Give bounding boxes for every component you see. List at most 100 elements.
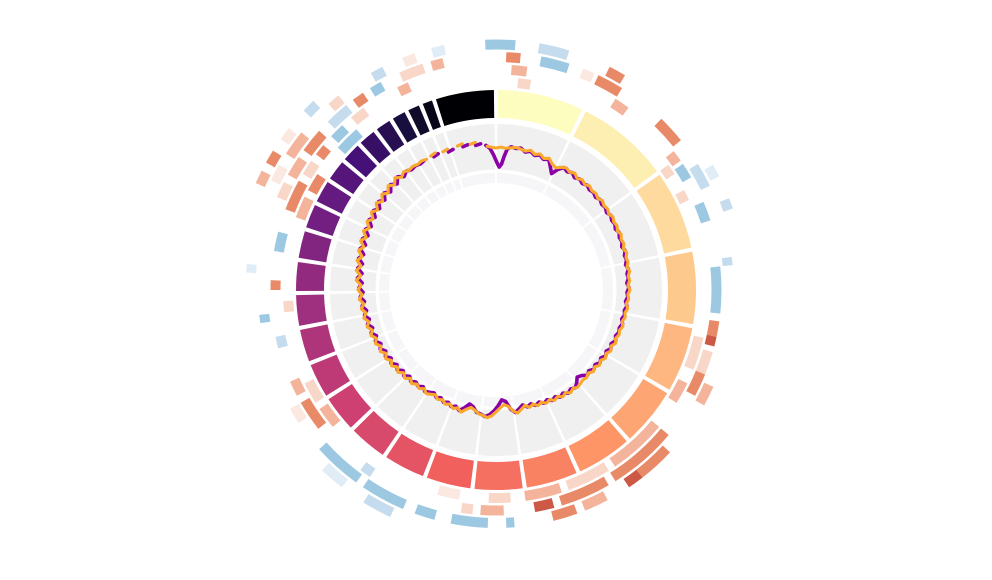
heatmap-tile — [505, 517, 515, 528]
track-background-arc — [549, 141, 630, 219]
chromosome-segment — [645, 322, 693, 390]
heatmap-tile — [270, 280, 281, 290]
heatmap-tile — [397, 82, 412, 97]
heatmap-tile — [437, 485, 461, 500]
heatmap-tile — [539, 56, 570, 74]
track-background-arc — [477, 409, 519, 456]
heatmap-tile — [327, 105, 353, 129]
heatmap-tile — [352, 92, 369, 108]
heatmap-tile — [246, 263, 257, 274]
chromosome-segment — [426, 451, 474, 489]
chromosome-segment — [611, 378, 668, 439]
heatmap-tile — [304, 378, 324, 403]
heatmap-tile — [686, 370, 706, 396]
heatmap-tile — [319, 442, 362, 483]
line-series-path — [354, 144, 632, 420]
heatmap-tile — [363, 493, 395, 518]
heatmap-tile — [610, 98, 629, 116]
track-background-arc — [410, 142, 442, 187]
chromosome-segment — [353, 410, 399, 455]
track-background-arc — [396, 149, 432, 194]
heatmap-tile — [303, 130, 327, 156]
track-background-arc — [583, 222, 611, 268]
track-background-arc — [567, 345, 597, 378]
heatmap-tile — [289, 404, 307, 424]
track-background-arc — [588, 310, 611, 349]
track-background-arc — [452, 179, 462, 191]
heatmap-tile — [287, 156, 307, 180]
heatmap-tile — [660, 164, 675, 180]
heatmap-tile — [315, 145, 331, 161]
heatmap-tile — [694, 201, 711, 224]
line-series-path — [473, 142, 483, 148]
heatmap-tile — [370, 66, 387, 82]
heatmap-tile — [303, 100, 321, 118]
heatmap-tile — [431, 44, 446, 58]
heatmap-tile — [559, 476, 609, 506]
track-background-arc — [600, 312, 660, 374]
track-background-arc — [387, 329, 406, 353]
heatmap-tile — [270, 164, 288, 185]
outer-tile-tracks — [246, 39, 733, 528]
heatmap-tile — [414, 504, 437, 520]
track-background-arc — [416, 197, 431, 212]
heatmap-tile — [719, 198, 733, 212]
chromosome-segment — [522, 447, 577, 488]
heatmap-tile — [295, 196, 314, 221]
heatmap-tile — [609, 420, 660, 467]
track-background-arc — [431, 379, 458, 399]
heatmap-tile — [594, 75, 623, 97]
track-background-arc — [412, 365, 436, 387]
track-background-arc — [384, 240, 400, 257]
line-series-path — [441, 147, 450, 154]
track-background-arc — [438, 402, 481, 455]
heatmap-tile — [328, 95, 345, 112]
line-series-path — [429, 151, 437, 158]
track-background-arc — [445, 124, 495, 176]
chromosome-segment — [392, 112, 418, 143]
track-background-arc — [329, 266, 377, 292]
heatmap-tile — [675, 190, 690, 205]
track-background-arc — [404, 390, 453, 445]
line-series-path — [461, 142, 470, 149]
chromosome-segment — [568, 420, 627, 472]
heatmap-tile — [369, 81, 386, 97]
heatmap-tile — [674, 163, 692, 183]
heatmap-tile — [706, 319, 720, 337]
heatmap-tile — [665, 151, 681, 167]
track-background-arc — [383, 158, 423, 202]
line-series-path — [432, 151, 440, 159]
heatmap-tile — [402, 53, 418, 68]
heatmap-tile — [460, 502, 474, 515]
chromosome-segment — [376, 120, 405, 152]
track-background-arc — [594, 194, 659, 265]
heatmap-tile — [290, 377, 306, 396]
track-background-arc — [381, 311, 397, 332]
inner-line-orange — [354, 140, 632, 420]
chromosome-segment — [664, 251, 697, 325]
track-background-arc — [496, 173, 547, 194]
heatmap-tile — [430, 58, 445, 71]
chromosome-segment — [497, 90, 583, 135]
heatmap-tile — [684, 335, 704, 370]
track-background-arc — [435, 185, 448, 199]
chromosome-segment — [300, 324, 336, 362]
heatmap-tile — [255, 170, 271, 188]
heatmap-tile — [321, 463, 348, 488]
heatmap-tile — [623, 469, 643, 488]
heatmap-tile — [337, 129, 363, 155]
chromosome-segment — [344, 145, 377, 178]
chromosome-segment — [306, 205, 341, 236]
track-background-arc — [540, 370, 573, 397]
heatmap-tile — [533, 498, 555, 513]
heatmap-tile — [450, 513, 489, 528]
heatmap-tile — [285, 180, 308, 213]
heatmap-tile — [273, 231, 288, 253]
chromosome-segment — [316, 182, 352, 214]
heatmap-tile — [480, 504, 504, 516]
track-background-arc — [407, 205, 423, 221]
track-background-arc — [380, 255, 394, 273]
track-background-arc — [514, 400, 564, 455]
heatmap-tile — [695, 382, 714, 406]
